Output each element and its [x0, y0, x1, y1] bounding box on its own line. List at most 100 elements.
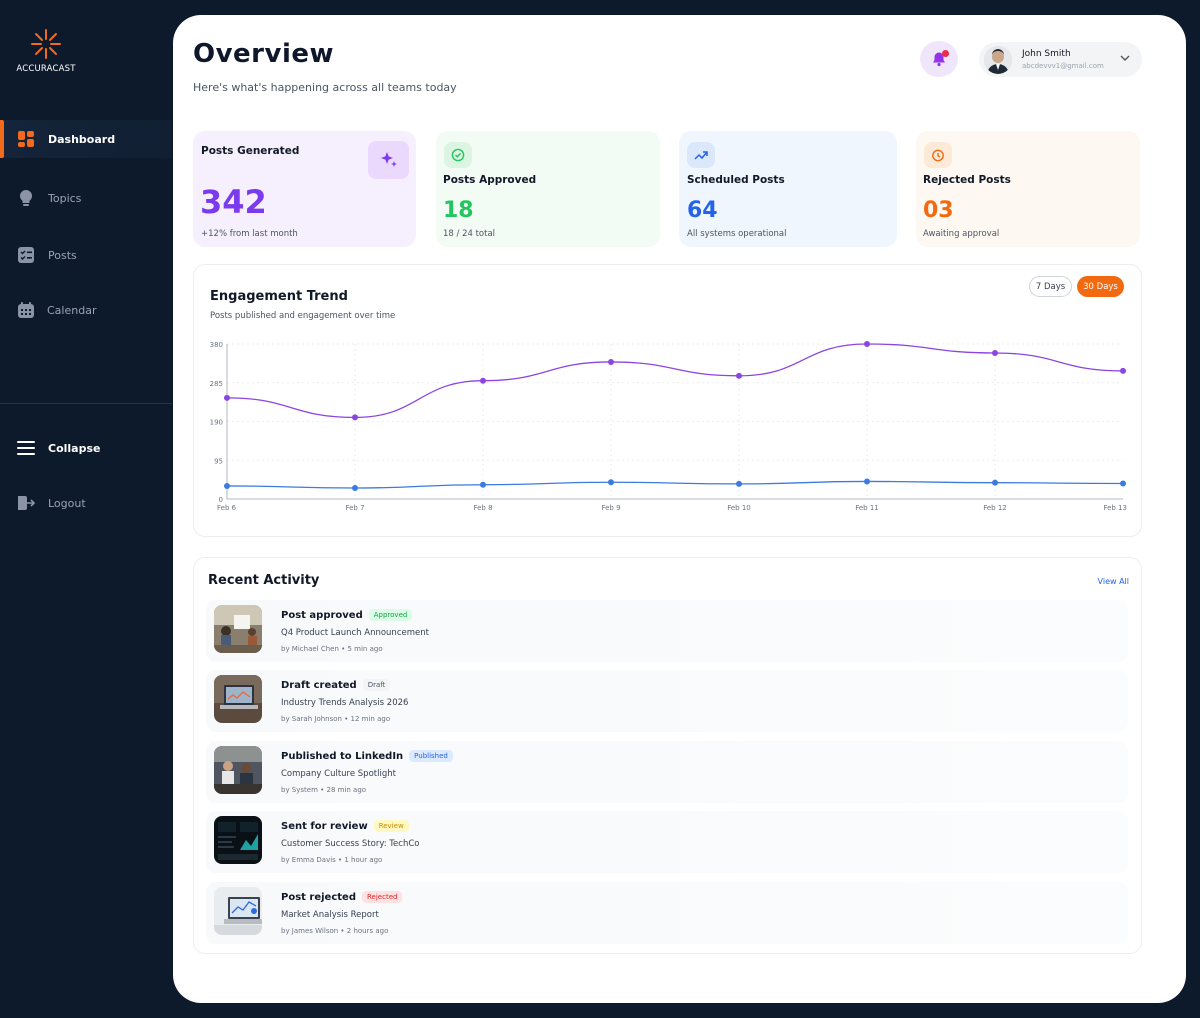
recent-activity-card: Recent Activity View All Post approved A…: [193, 557, 1142, 954]
stat-label: Scheduled Posts: [687, 174, 785, 186]
laptop-photo-thumbnail: [214, 675, 262, 723]
sidebar-item-label: Calendar: [47, 303, 97, 317]
data-point: [736, 372, 742, 379]
y-tick-label: 95: [214, 457, 223, 465]
data-point: [864, 341, 870, 347]
activity-item[interactable]: Published to LinkedIn Published Company …: [206, 741, 1128, 803]
meeting-photo-thumbnail: [214, 605, 262, 653]
y-tick-label: 190: [210, 419, 223, 427]
stat-card-scheduled-posts[interactable]: Scheduled Posts 64 All systems operation…: [679, 131, 897, 247]
sidebar-item-posts[interactable]: Posts: [0, 236, 172, 274]
trending-up-icon: [687, 142, 715, 168]
brand-logo[interactable]: ACCURACAST: [10, 28, 82, 74]
data-point: [992, 349, 998, 356]
stat-card-posts-generated[interactable]: Posts Generated 342 +12% from last month: [193, 131, 416, 247]
status-badge: Rejected: [362, 891, 403, 903]
x-tick-label: Feb 7: [345, 504, 364, 512]
y-tick-label: 285: [210, 380, 223, 388]
checklist-icon: [16, 245, 36, 265]
stat-value: 64: [687, 198, 718, 223]
page-subtitle: Here's what's happening across all teams…: [193, 81, 457, 94]
activity-action: Post approved: [281, 609, 363, 621]
sidebar-item-label: Topics: [48, 191, 82, 205]
logout-label: Logout: [48, 496, 86, 510]
stat-label: Rejected Posts: [923, 174, 1011, 186]
data-point: [864, 478, 870, 485]
brand-name: ACCURACAST: [16, 64, 76, 74]
activity-post-title: Market Analysis Report: [281, 910, 379, 920]
user-menu[interactable]: John Smith abcdevvv1@gmail.com: [979, 42, 1142, 77]
range-7-days-button[interactable]: 7 Days: [1029, 276, 1072, 297]
x-tick-label: Feb 11: [855, 504, 879, 512]
avatar: [984, 46, 1012, 74]
chart-subtitle: Posts published and engagement over time: [210, 311, 396, 321]
data-point: [992, 479, 998, 486]
chevron-down-icon: [1120, 55, 1130, 61]
y-tick-label: 380: [210, 341, 223, 349]
activity-meta: by Michael Chen • 5 min ago: [281, 645, 383, 653]
menu-icon: [16, 438, 36, 458]
activity-item[interactable]: Draft created Draft Industry Trends Anal…: [206, 670, 1128, 732]
activity-action: Sent for review: [281, 820, 368, 832]
timer-icon: [924, 142, 952, 168]
chart-title: Engagement Trend: [210, 289, 348, 304]
activity-meta: by James Wilson • 2 hours ago: [281, 927, 389, 935]
stat-value: 03: [923, 198, 954, 223]
activity-header: Sent for review Review: [281, 820, 409, 832]
analytics-photo-thumbnail: [214, 887, 262, 935]
user-name: John Smith: [1022, 49, 1071, 59]
stat-note: Awaiting approval: [923, 229, 1000, 239]
stat-card-posts-approved[interactable]: Posts Approved 18 18 / 24 total: [436, 131, 660, 247]
collapse-label: Collapse: [48, 441, 101, 455]
series-line-1: [226, 343, 1124, 419]
sidebar-item-calendar[interactable]: Calendar: [0, 291, 172, 329]
sidebar-item-label: Posts: [48, 248, 77, 262]
activity-action: Draft created: [281, 679, 357, 691]
activity-post-title: Q4 Product Launch Announcement: [281, 628, 429, 638]
sidebar-item-label: Dashboard: [48, 132, 116, 146]
data-point: [736, 480, 742, 487]
activity-item[interactable]: Post approved Approved Q4 Product Launch…: [206, 600, 1128, 662]
status-badge: Review: [373, 820, 409, 832]
lightbulb-icon: [16, 188, 36, 208]
status-badge: Approved: [368, 609, 413, 621]
x-tick-label: Feb 10: [727, 504, 751, 512]
sidebar-item-topics[interactable]: Topics: [0, 179, 172, 217]
activity-meta: by Emma Davis • 1 hour ago: [281, 856, 383, 864]
activity-header: Published to LinkedIn Published: [281, 750, 453, 762]
series-line-2: [226, 480, 1124, 489]
activity-meta: by System • 28 min ago: [281, 786, 367, 794]
y-tick-label: 0: [219, 496, 223, 504]
main-panel: Overview Here's what's happening across …: [173, 15, 1186, 1003]
activity-header: Post rejected Rejected: [281, 891, 403, 903]
sun-burst-icon: [31, 29, 61, 59]
stat-label: Posts Approved: [443, 174, 537, 186]
user-email: abcdevvv1@gmail.com: [1022, 62, 1104, 70]
x-tick-label: Feb 13: [1103, 504, 1127, 512]
check-circle-icon: [444, 142, 472, 168]
data-point: [1120, 367, 1126, 374]
data-point: [480, 481, 486, 488]
sidebar-item-dashboard[interactable]: Dashboard: [0, 120, 172, 158]
engagement-chart: 0 95 190 285 380 Feb 6 Feb 7 Feb 8 Feb 9 Feb 10 Fe…: [210, 341, 1127, 512]
activity-item[interactable]: Sent for review Review Customer Success …: [206, 811, 1128, 873]
stat-label: Posts Generated: [201, 145, 300, 157]
view-all-link[interactable]: View All: [1097, 577, 1129, 586]
stat-card-rejected-posts[interactable]: Rejected Posts 03 Awaiting approval: [916, 131, 1140, 247]
calendar-icon: [16, 300, 36, 320]
activity-header: Draft created Draft: [281, 679, 391, 691]
notifications-button[interactable]: [920, 41, 958, 77]
activity-item[interactable]: Post rejected Rejected Market Analysis R…: [206, 882, 1128, 944]
stat-value: 18: [443, 198, 474, 223]
data-point: [480, 377, 486, 384]
collapse-button[interactable]: Collapse: [0, 429, 172, 467]
activity-header: Post approved Approved: [281, 609, 413, 621]
range-30-days-button[interactable]: 30 Days: [1077, 276, 1124, 297]
data-point: [608, 479, 614, 486]
activity-post-title: Industry Trends Analysis 2026: [281, 698, 409, 708]
stat-value: 342: [200, 183, 267, 221]
activity-action: Published to LinkedIn: [281, 750, 404, 762]
sidebar-divider: [0, 403, 172, 404]
data-point: [1120, 480, 1126, 487]
logout-button[interactable]: Logout: [0, 484, 172, 522]
